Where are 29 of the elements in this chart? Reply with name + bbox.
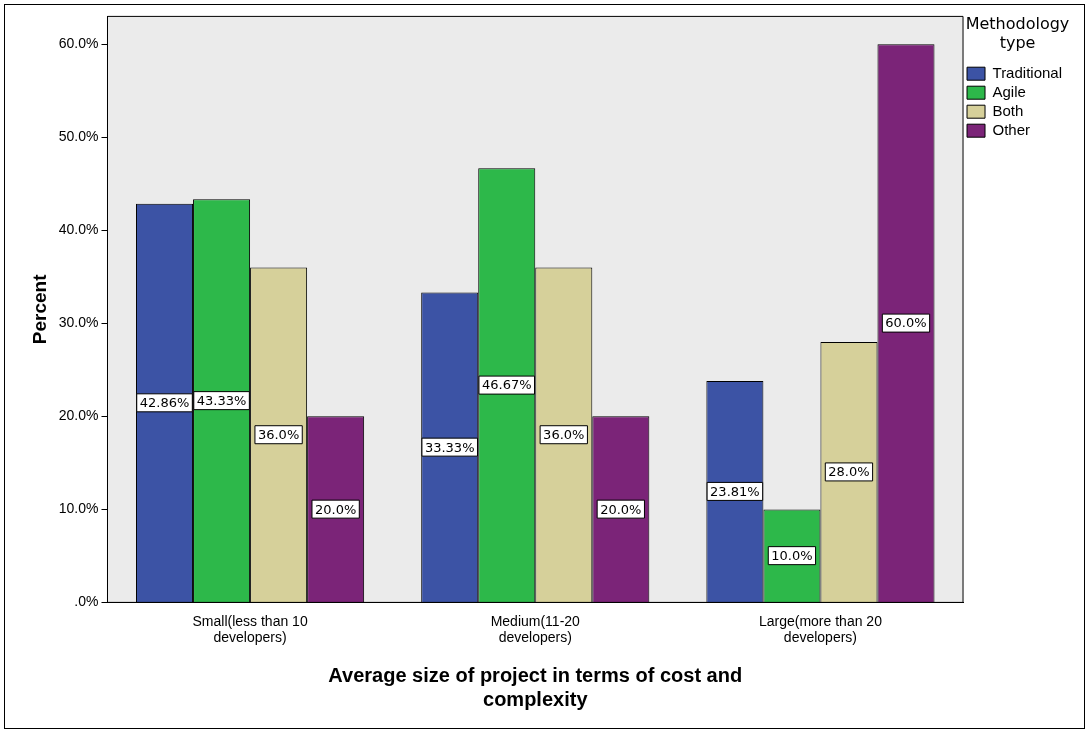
data-label: 33.33% (424, 439, 475, 455)
y-tick-label: 50.0% (58, 128, 99, 145)
y-tick-label: 10.0% (58, 500, 99, 517)
y-tick-label: 20.0% (58, 407, 99, 424)
data-label: 43.33% (196, 393, 247, 409)
data-label: 42.86% (139, 395, 190, 411)
data-label: 28.0% (828, 464, 870, 480)
x-tick-label: Small(less than 10 developers) (192, 612, 308, 646)
y-tick-label: 40.0% (58, 221, 99, 238)
legend-label: Other (992, 120, 1031, 138)
legend-label: Traditional (992, 63, 1063, 81)
legend-label: Agile (992, 82, 1026, 100)
legend-label: Both (992, 101, 1024, 119)
data-label: 60.0% (885, 315, 927, 331)
x-axis-title: Average size of project in terms of cost and complexity (328, 663, 743, 710)
data-label: 46.67% (481, 377, 532, 393)
y-tick-label: .0% (74, 593, 99, 610)
data-label: 36.0% (543, 427, 585, 443)
y-tick-label: 30.0% (58, 314, 99, 331)
legend-title: Methodology type (965, 14, 1070, 53)
data-label: 20.0% (600, 501, 642, 517)
y-tick-label: 60.0% (58, 35, 99, 52)
y-axis-title: Percent (28, 273, 50, 345)
data-label: 20.0% (314, 501, 357, 517)
data-label: 23.81% (710, 483, 760, 499)
x-tick-label: Medium(11-20 developers) (490, 612, 581, 646)
data-label: 36.0% (257, 427, 300, 443)
x-tick-label: Large(more than 20 developers) (758, 612, 883, 646)
data-label: 10.0% (771, 548, 813, 564)
